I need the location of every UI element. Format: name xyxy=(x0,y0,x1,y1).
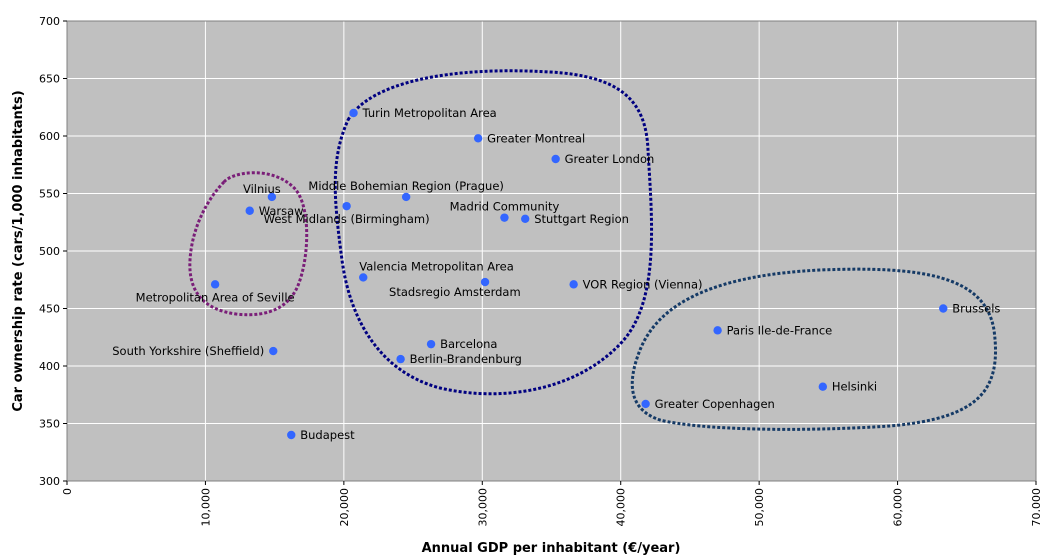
y-tick-label: 500 xyxy=(39,245,60,258)
y-tick-label: 550 xyxy=(39,188,60,201)
point-label: Greater Copenhagen xyxy=(655,397,775,411)
data-point xyxy=(551,154,560,164)
x-tick-label: 50,000 xyxy=(753,488,766,527)
data-point xyxy=(359,273,368,282)
x-axis-title: Annual GDP per inhabitant (€/year) xyxy=(422,541,681,556)
point-label: Vilnius xyxy=(243,182,281,196)
data-point xyxy=(939,304,948,313)
data-point xyxy=(287,430,296,440)
y-tick-labels: 300 350 400 450 500 550 600 650 700 xyxy=(39,15,67,488)
point-label: Helsinki xyxy=(832,380,877,394)
point-label: West Midlands (Birmingham) xyxy=(264,212,430,226)
point-label: Stuttgart Region xyxy=(534,212,629,226)
point-label: Barcelona xyxy=(440,337,497,351)
y-tick-label: 450 xyxy=(39,303,60,316)
data-point xyxy=(401,192,411,202)
data-point xyxy=(396,354,405,364)
y-tick-label: 350 xyxy=(39,418,60,431)
point-label: Budapest xyxy=(300,428,355,442)
data-points: Turin Metropolitan Area Greater Montreal G… xyxy=(112,106,1000,442)
data-point xyxy=(818,382,828,391)
point-label: Madrid Community xyxy=(450,200,560,214)
point-label: Warsaw xyxy=(259,204,304,218)
x-tick-label: 0 xyxy=(61,488,74,495)
cluster-outline-high-income xyxy=(630,267,997,431)
cluster-outlines xyxy=(188,69,997,431)
point-label: VOR Region (Vienna) xyxy=(583,277,703,291)
point-label: South Yorkshire (Sheffield) xyxy=(112,344,264,358)
point-label: Valencia Metropolitan Area xyxy=(359,259,514,273)
x-tick-label: 40,000 xyxy=(615,488,628,527)
point-label: Paris Ile-de-France xyxy=(727,323,833,337)
cluster-outline-small-cities xyxy=(188,171,309,317)
point-label: Middle Bohemian Region (Prague) xyxy=(308,179,504,193)
data-point xyxy=(426,339,436,349)
point-label: Stadsregio Amsterdam xyxy=(389,285,521,299)
y-axis-title: Car ownership rate (cars/1,000 inhabitan… xyxy=(11,90,26,411)
y-tick-label: 600 xyxy=(39,130,60,143)
x-tick-label: 20,000 xyxy=(338,488,351,527)
point-label: Turin Metropolitan Area xyxy=(362,106,497,120)
point-label: Greater London xyxy=(565,152,655,166)
data-point xyxy=(500,213,509,222)
data-point xyxy=(473,134,483,143)
y-tick-label: 650 xyxy=(39,73,60,86)
data-point xyxy=(210,280,220,289)
y-tick-label: 700 xyxy=(39,15,60,28)
data-point xyxy=(520,214,530,223)
cluster-outline-mid-income xyxy=(333,69,654,396)
data-point xyxy=(569,280,578,289)
x-tick-label: 10,000 xyxy=(199,488,212,527)
data-point xyxy=(245,206,254,215)
x-tick-label: 60,000 xyxy=(892,488,905,527)
x-tick-label: 30,000 xyxy=(476,488,489,527)
data-point xyxy=(342,201,351,211)
x-tick-label: 70,000 xyxy=(1030,488,1040,527)
point-label: Greater Montreal xyxy=(487,131,585,145)
x-tick-labels: 0 10,000 20,000 30,000 40,000 50,000 60,000 70,… xyxy=(61,481,1040,527)
y-tick-label: 400 xyxy=(39,360,60,373)
point-label: Berlin-Brandenburg xyxy=(410,352,522,366)
data-point xyxy=(480,277,490,287)
point-label: Metropolitan Area of Seville xyxy=(136,290,295,304)
data-point xyxy=(713,326,722,335)
data-point xyxy=(267,192,277,202)
y-tick-label: 300 xyxy=(39,475,60,488)
data-point xyxy=(269,346,278,356)
point-label: Brussels xyxy=(952,302,1000,316)
data-point xyxy=(349,108,358,118)
data-point xyxy=(641,399,650,409)
